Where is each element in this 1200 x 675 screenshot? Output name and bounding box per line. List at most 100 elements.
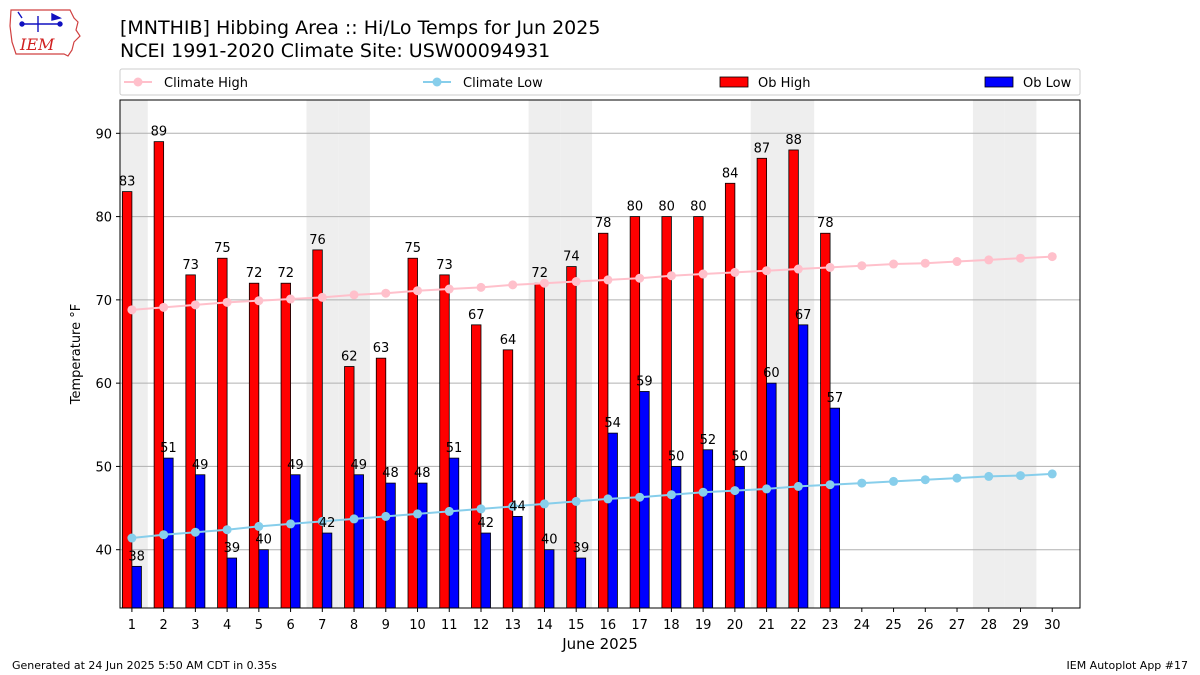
x-tick-label: 21	[758, 618, 775, 633]
x-tick-label: 6	[286, 618, 294, 633]
ob-low-label: 51	[446, 441, 463, 456]
ob-low-bar	[766, 382, 777, 609]
climate-low-point	[635, 492, 645, 502]
ob-low-bar	[480, 532, 491, 609]
climate-high-point	[317, 292, 327, 302]
climate-low-point	[381, 511, 391, 521]
ob-high-bar	[185, 274, 196, 609]
climate-low-point	[222, 525, 232, 535]
y-tick-label: 50	[95, 460, 112, 475]
climate-low-point	[127, 533, 137, 543]
climate-high-point	[698, 269, 708, 279]
ob-low-bar	[575, 557, 587, 609]
climate-low-point	[698, 487, 708, 497]
legend-climate-high-marker	[133, 77, 143, 87]
ob-low-label: 48	[414, 466, 431, 481]
x-tick-label: 10	[409, 618, 426, 633]
climate-high-point	[889, 259, 899, 269]
ob-low-label: 52	[700, 433, 717, 448]
climate-low-point	[571, 496, 581, 506]
x-tick-label: 25	[885, 618, 902, 633]
weekend-shade	[972, 100, 1005, 608]
iowa-outline-icon	[9, 9, 81, 57]
ob-low-bar	[702, 449, 714, 609]
climate-low-point	[762, 484, 772, 494]
ob-high-label: 78	[817, 216, 834, 231]
x-tick-label: 18	[663, 618, 680, 633]
x-tick-label: 11	[441, 618, 458, 633]
climate-low-point	[1015, 471, 1025, 481]
x-tick-label: 8	[350, 618, 358, 633]
weather-station-icon	[17, 11, 63, 32]
ob-high-label: 84	[722, 166, 739, 181]
climate-low-point	[508, 501, 518, 511]
climate-low-point	[793, 481, 803, 491]
climate-low-point	[857, 478, 867, 488]
climate-high-point	[635, 273, 645, 283]
ob-low-label: 49	[351, 458, 368, 473]
x-tick-label: 16	[600, 618, 617, 633]
ob-high-label: 88	[785, 133, 802, 148]
climate-high-point	[286, 294, 296, 304]
ob-high-bar	[375, 357, 387, 609]
climate-high-point	[476, 282, 486, 292]
climate-low-point	[1047, 469, 1057, 479]
climate-low-point	[730, 486, 740, 496]
climate-high-point	[413, 286, 423, 296]
climate-low-point	[889, 476, 899, 486]
climate-low-point	[920, 475, 930, 485]
ob-high-bar	[756, 157, 768, 609]
climate-high-point	[381, 288, 391, 298]
climate-high-point	[1047, 252, 1057, 262]
ob-low-label: 50	[668, 449, 685, 464]
climate-high-point	[666, 271, 676, 281]
ob-low-label: 54	[604, 416, 621, 431]
climate-high-point	[127, 305, 137, 315]
ob-high-bar	[344, 366, 355, 609]
ob-low-label: 51	[160, 441, 177, 456]
ob-low-bar	[226, 557, 238, 609]
ob-high-label: 73	[182, 258, 199, 273]
x-tick-label: 19	[695, 618, 712, 633]
x-tick-label: 7	[318, 618, 326, 633]
x-tick-label: 28	[980, 618, 997, 633]
x-tick-label: 5	[255, 618, 263, 633]
ob-high-bar	[248, 282, 260, 609]
ob-high-label: 73	[436, 258, 453, 273]
ob-high-label: 75	[214, 241, 231, 256]
ob-high-label: 76	[309, 233, 326, 248]
x-tick-label: 17	[631, 618, 648, 633]
ob-high-bar	[788, 149, 799, 609]
ob-high-bar	[312, 249, 323, 609]
climate-low-point	[317, 516, 327, 526]
climate-high-point	[571, 277, 581, 287]
ob-low-label: 59	[636, 374, 653, 389]
x-tick-label: 22	[790, 618, 807, 633]
ob-low-label: 38	[128, 549, 145, 564]
ob-high-label: 64	[500, 333, 517, 348]
legend-ob-high-swatch	[719, 76, 749, 88]
ob-high-label: 75	[404, 241, 421, 256]
climate-high-point	[222, 297, 232, 307]
ob-low-bar	[321, 532, 333, 609]
legend-ob-low-swatch	[984, 76, 1014, 88]
climate-low-point	[349, 514, 359, 524]
ob-low-bar	[290, 474, 301, 609]
ob-high-label: 74	[563, 250, 580, 265]
climate-high-point	[159, 302, 169, 312]
ob-high-label: 72	[531, 266, 548, 281]
ob-high-label: 87	[754, 141, 771, 156]
app-credit: IEM Autoplot App #17	[1066, 659, 1189, 672]
ob-high-bar	[471, 324, 482, 609]
climate-high-point	[857, 261, 867, 271]
ob-high-bar	[502, 349, 514, 609]
x-tick-label: 3	[191, 618, 199, 633]
climate-high-point	[825, 262, 835, 272]
climate-high-point	[762, 266, 772, 276]
x-tick-label: 14	[536, 618, 553, 633]
y-tick-label: 60	[95, 377, 112, 392]
y-tick-label: 70	[95, 294, 112, 309]
generated-timestamp: Generated at 24 Jun 2025 5:50 AM CDT in …	[12, 659, 277, 672]
legend-climate-low-label: Climate Low	[463, 76, 543, 91]
